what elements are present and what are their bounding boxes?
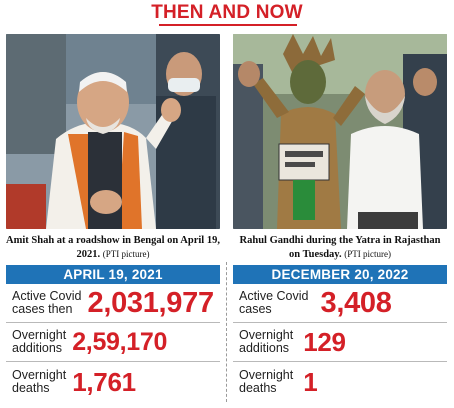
- stat-value: 2,031,977: [87, 287, 214, 319]
- then-caption-credit: (PTI picture): [102, 248, 150, 259]
- stat-label: Active Covid cases then: [12, 289, 82, 316]
- now-caption-credit: (PTI picture): [344, 248, 391, 259]
- then-stat-additions: Overnight additions 2,59,170: [6, 323, 220, 362]
- stat-value: 3,408: [320, 287, 392, 319]
- now-stat-additions: Overnight additions 129: [233, 323, 447, 362]
- now-date-banner: DECEMBER 20, 2022: [233, 265, 447, 284]
- page-title: THEN AND NOW: [151, 2, 303, 23]
- stat-label: Active Covid cases: [239, 289, 309, 316]
- stat-value: 2,59,170: [72, 328, 168, 356]
- now-stat-active: Active Covid cases 3,408: [233, 284, 447, 323]
- then-date-banner: APRIL 19, 2021: [6, 265, 220, 284]
- stat-value: 1: [303, 366, 318, 397]
- stat-label: Overnight deaths: [12, 367, 67, 395]
- stat-label: Overnight deaths: [239, 367, 294, 395]
- then-stat-deaths: Overnight deaths 1,761: [6, 362, 220, 401]
- stat-label: Overnight additions: [239, 328, 294, 355]
- person-at-roadshow-photo-icon: [6, 34, 220, 229]
- title-underline: [159, 24, 297, 26]
- then-stat-active: Active Covid cases then 2,031,977: [6, 284, 220, 323]
- then-column: Amit Shah at a roadshow in Bengal on Apr…: [6, 34, 220, 401]
- then-caption: Amit Shah at a roadshow in Bengal on Apr…: [6, 235, 220, 261]
- then-photo: [6, 34, 220, 229]
- stat-value: 129: [303, 327, 346, 357]
- stat-value: 1,761: [72, 366, 136, 397]
- stat-label: Overnight additions: [12, 328, 67, 355]
- then-stats: Active Covid cases then 2,031,977 Overni…: [6, 284, 220, 401]
- now-photo: [233, 34, 447, 229]
- now-caption-text: Rahul Gandhi during the Yatra in Rajasth…: [239, 235, 441, 260]
- now-stat-deaths: Overnight deaths 1: [233, 362, 447, 401]
- now-caption: Rahul Gandhi during the Yatra in Rajasth…: [233, 235, 447, 261]
- now-column: Rahul Gandhi during the Yatra in Rajasth…: [233, 34, 447, 401]
- now-stats: Active Covid cases 3,408 Overnight addit…: [233, 284, 447, 401]
- column-divider: [226, 262, 227, 402]
- then-caption-text: Amit Shah at a roadshow in Bengal on Apr…: [6, 235, 220, 260]
- yatra-march-photo-icon: [233, 34, 447, 229]
